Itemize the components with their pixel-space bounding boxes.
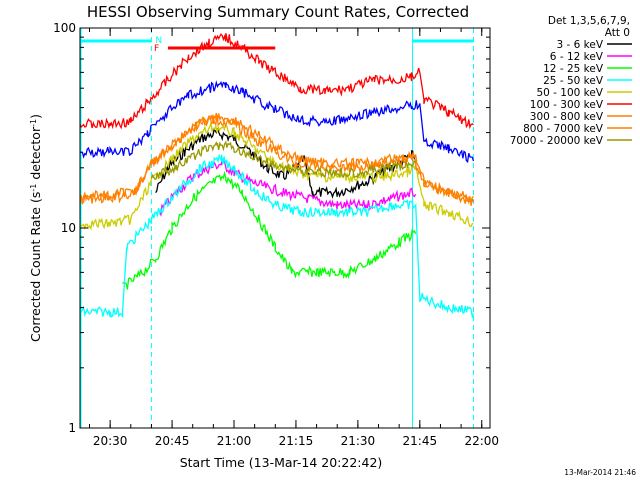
legend-label-0: 3 - 6 keV [556, 39, 603, 51]
legend-label-2: 12 - 25 keV [543, 63, 604, 75]
series-line-3 [79, 153, 475, 320]
x-tick-label-1: 20:45 [155, 434, 190, 448]
generation-timestamp: 13-Mar-2014 21:46 [564, 468, 636, 477]
series-line-8 [150, 140, 416, 180]
x-axis-label: Start Time (13-Mar-14 20:22:42) [180, 455, 383, 470]
legend-header-0: Det 1,3,5,6,7,9, [548, 15, 630, 27]
legend-header-1: Att 0 [605, 27, 630, 39]
y-axis-label-sup2: -1 [29, 119, 38, 127]
x-tick-label-5: 21:45 [403, 434, 438, 448]
series-line-4 [79, 121, 474, 231]
legend-label-4: 50 - 100 keV [536, 87, 603, 99]
x-tick-label-3: 21:15 [279, 434, 314, 448]
chart-title: HESSI Observing Summary Count Rates, Cor… [87, 3, 469, 21]
series-line-7 [79, 112, 474, 203]
flare-flag-label: F [154, 44, 159, 54]
legend-label-5: 100 - 300 keV [530, 99, 604, 111]
series-line-2 [122, 170, 417, 290]
y-axis-label-part2: detector [28, 126, 43, 184]
series-line-0 [155, 127, 417, 199]
night-bars-layer: NF [80, 28, 474, 428]
y-tick-label-2: 100 [53, 21, 76, 35]
series-line-9 [79, 80, 475, 163]
y-tick-label-1: 10 [61, 221, 76, 235]
legend-label-6: 300 - 800 keV [530, 111, 604, 123]
x-tick-label-0: 20:30 [93, 434, 128, 448]
y-axis-label-part3: ) [28, 114, 43, 119]
x-tick-label-6: 22:00 [464, 434, 499, 448]
legend-label-7: 800 - 7000 keV [523, 123, 604, 135]
legend-label-8: 7000 - 20000 keV [510, 135, 604, 147]
y-tick-label-0: 1 [68, 421, 76, 435]
y-axis-label-sup1: -1 [29, 184, 38, 192]
axes-layer: 1 10 100 20:30 20:45 21:00 21:15 21:30 21:45 22:0… [53, 21, 499, 448]
x-tick-label-4: 21:30 [341, 434, 376, 448]
y-axis-label-part1: Corrected Count Rate (s [28, 192, 43, 342]
night-flag-label: N [155, 36, 162, 46]
series-line-5 [79, 33, 474, 130]
legend-label-3: 25 - 50 keV [543, 75, 604, 87]
legend-label-1: 6 - 12 keV [550, 51, 604, 63]
series-layer [79, 33, 475, 320]
x-tick-label-2: 21:00 [217, 434, 252, 448]
y-axis-label: Corrected Count Rate (s-1 detector-1) [28, 114, 43, 342]
